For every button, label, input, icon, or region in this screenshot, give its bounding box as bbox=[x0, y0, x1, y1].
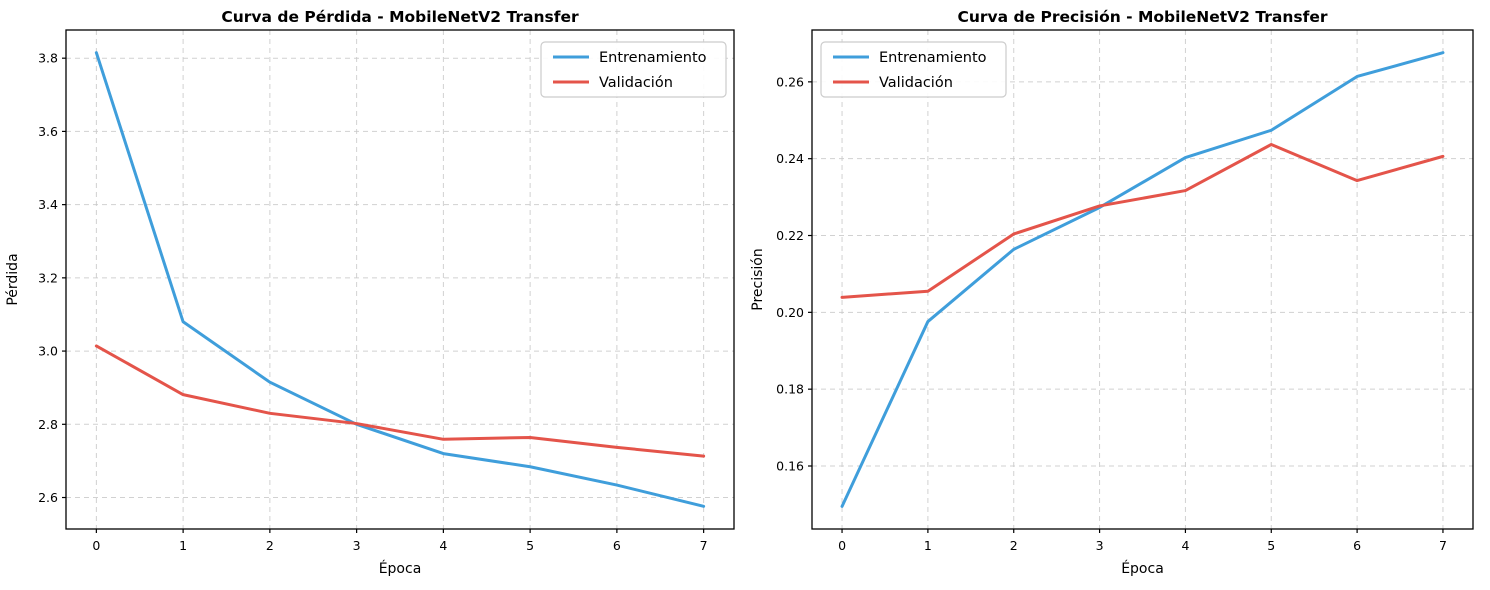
x-tick-label: 0 bbox=[838, 538, 846, 553]
plot-border bbox=[65, 29, 735, 530]
accuracy-chart-panel: 0 1 2 3 4 5 6 7 0.16 0.18 0.20 0.22 0.24 0.26 Curva de… bbox=[745, 0, 1490, 590]
y-axis-label: Precisión bbox=[750, 248, 766, 310]
x-tick-label: 6 bbox=[1353, 538, 1361, 553]
y-tick-label: 3.2 bbox=[38, 270, 58, 285]
y-tick-label: 0.18 bbox=[776, 382, 804, 397]
loss-chart-svg: 0 1 2 3 4 5 6 7 2.6 2.8 3.0 3.2 3.4 3.6 3.8 Curva de Pé… bbox=[5, 8, 735, 577]
legend-label-validacion: Validación bbox=[599, 75, 673, 91]
x-tick-label: 4 bbox=[439, 538, 447, 553]
y-tick-label: 0.24 bbox=[776, 151, 804, 166]
x-axis-label: Época bbox=[379, 560, 422, 577]
y-tick-label: 2.8 bbox=[38, 417, 58, 432]
x-tick-label: 7 bbox=[700, 538, 708, 553]
legend-label-entrenamiento: Entrenamiento bbox=[879, 50, 987, 66]
validacion-line bbox=[94, 344, 706, 458]
x-tick-label: 0 bbox=[92, 538, 100, 553]
x-tick-label: 1 bbox=[179, 538, 187, 553]
loss-chart-panel: 0 1 2 3 4 5 6 7 2.6 2.8 3.0 3.2 3.4 3.6 3.8 Curva de Pé… bbox=[5, 8, 735, 577]
entrenamiento-line bbox=[94, 51, 706, 508]
x-tick-label: 2 bbox=[266, 538, 274, 553]
y-axis-label: Pérdida bbox=[5, 253, 21, 305]
y-tick-label: 3.8 bbox=[38, 51, 58, 66]
accuracy-chart-title: Curva de Precisión - MobileNetV2 Transfe… bbox=[958, 8, 1328, 26]
y-tick-label: 0.16 bbox=[776, 459, 804, 474]
x-axis-label: Época bbox=[1121, 560, 1164, 577]
y-tick-label: 3.6 bbox=[38, 124, 58, 139]
x-tick-label: 3 bbox=[353, 538, 361, 553]
plot-border bbox=[811, 29, 1474, 530]
accuracy-chart-svg: 0 1 2 3 4 5 6 7 0.16 0.18 0.20 0.22 0.24 0.26 Curva de… bbox=[750, 8, 1474, 577]
y-tick-label: 3.4 bbox=[38, 197, 58, 212]
y-tick-label: 0.26 bbox=[776, 74, 804, 89]
x-tick-label: 2 bbox=[1010, 538, 1018, 553]
x-tick-label: 5 bbox=[1267, 538, 1275, 553]
x-tick-label: 1 bbox=[924, 538, 932, 553]
y-tick-label: 2.6 bbox=[38, 490, 58, 505]
loss-chart-title: Curva de Pérdida - MobileNetV2 Transfer bbox=[221, 8, 579, 26]
y-tick-label: 0.20 bbox=[776, 305, 804, 320]
y-tick-label: 0.22 bbox=[776, 228, 804, 243]
x-tick-label: 7 bbox=[1439, 538, 1447, 553]
legend-label-validacion: Validación bbox=[879, 75, 953, 91]
x-tick-label: 3 bbox=[1096, 538, 1104, 553]
entrenamiento-line bbox=[840, 51, 1445, 508]
x-tick-label: 4 bbox=[1181, 538, 1189, 553]
legend-label-entrenamiento: Entrenamiento bbox=[599, 50, 707, 66]
x-tick-label: 6 bbox=[613, 538, 621, 553]
y-tick-label: 3.0 bbox=[38, 344, 58, 359]
x-tick-label: 5 bbox=[526, 538, 534, 553]
validacion-line bbox=[840, 142, 1445, 299]
